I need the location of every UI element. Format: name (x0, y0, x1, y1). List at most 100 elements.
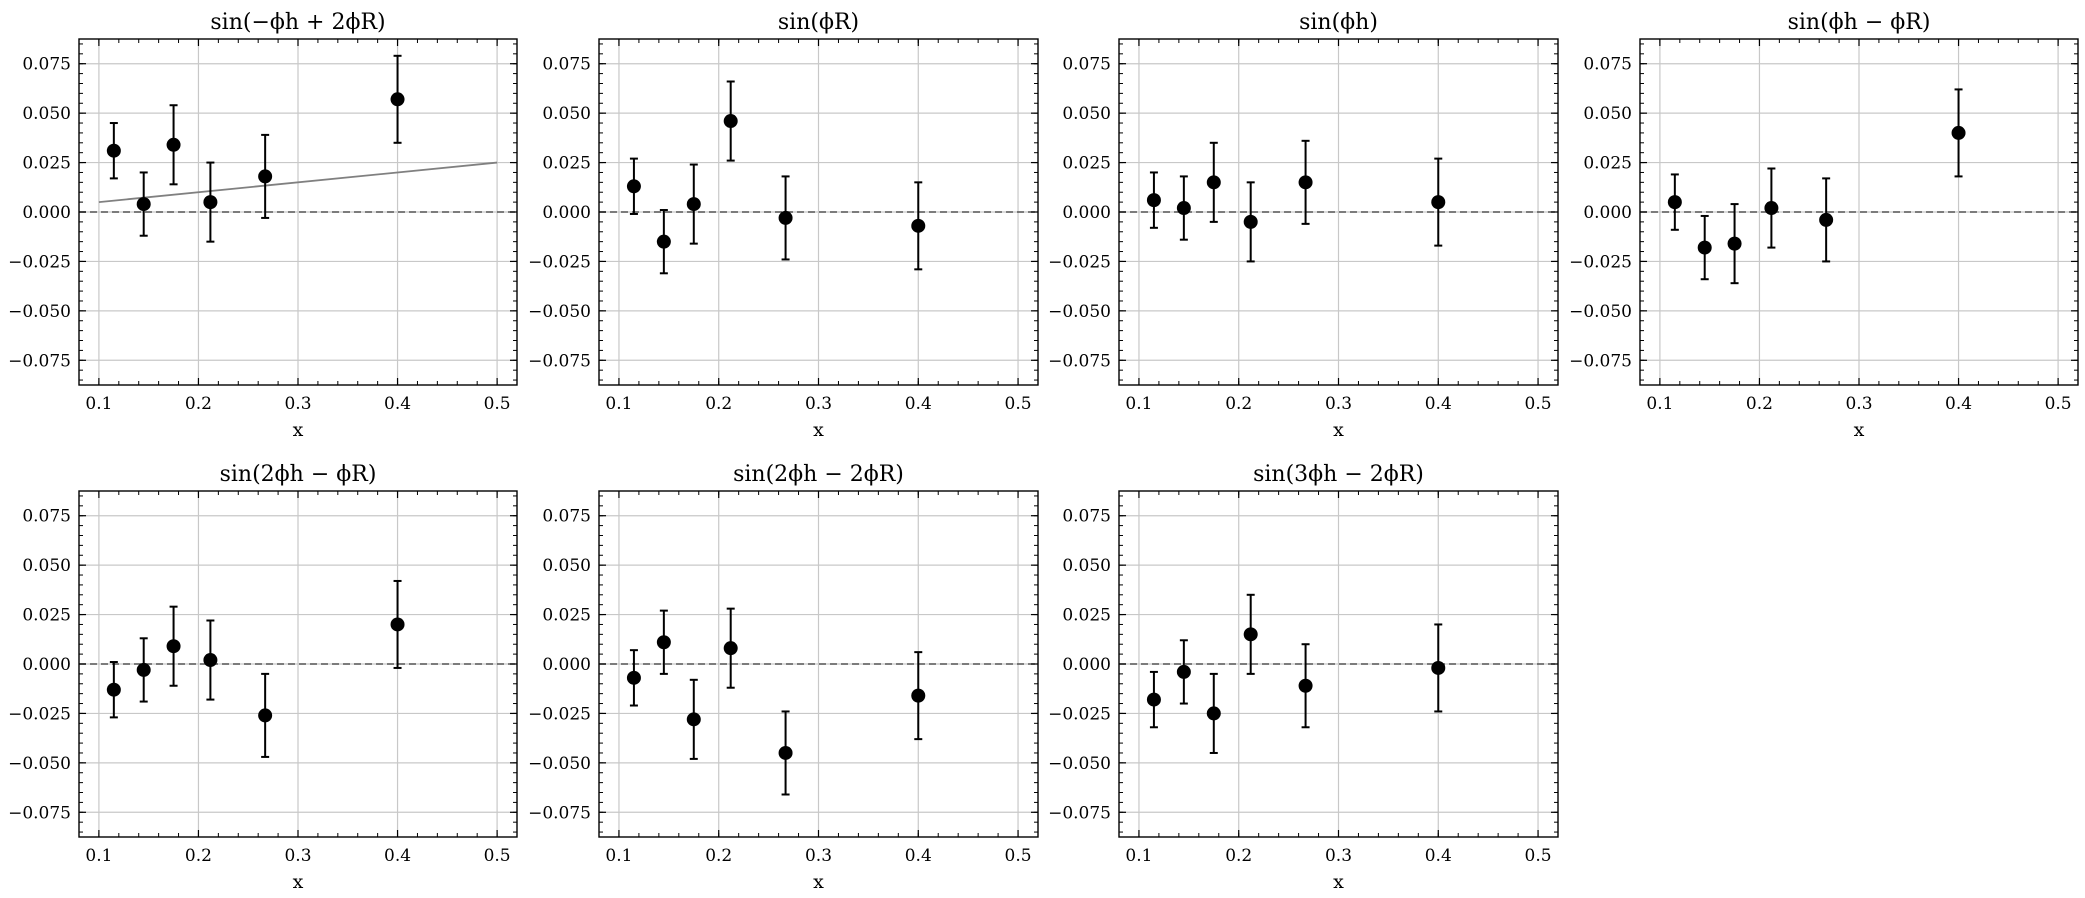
x-tick-label: 0.2 (1746, 394, 1773, 414)
x-tick-label: 0.3 (805, 846, 832, 866)
data-point (723, 114, 738, 129)
chart-panel-1: 0.1 0.2 0.3 0.4 0.5 0.075 0.050 0.025 0.000 −0.02… (8, 10, 518, 441)
y-tick-label: −0.025 (1569, 252, 1632, 272)
data-point (136, 197, 151, 212)
y-tick-label: −0.025 (528, 252, 591, 272)
data-point (1431, 660, 1446, 675)
panel-title: sin(ϕR) (778, 10, 859, 35)
y-tick-label: 0.025 (542, 606, 591, 626)
data-point (1146, 193, 1161, 208)
x-tick-label: 0.3 (1325, 394, 1352, 414)
data-point (686, 712, 701, 727)
x-tick-label: 0.4 (384, 846, 411, 866)
x-tick-label: 0.1 (605, 394, 632, 414)
x-tick-label: 0.4 (905, 394, 932, 414)
x-tick-label: 0.5 (1005, 846, 1032, 866)
data-point (1667, 195, 1682, 210)
y-tick-label: 0.025 (1062, 154, 1111, 174)
y-tick-label: 0.075 (22, 55, 71, 75)
y-tick-label: 0.025 (22, 154, 71, 174)
y-tick-label: 0.025 (542, 154, 591, 174)
x-tick-label: 0.5 (1525, 394, 1552, 414)
data-point (778, 210, 793, 225)
y-tick-label: 0.025 (1062, 606, 1111, 626)
x-tick-label: 0.3 (284, 846, 311, 866)
y-tick-label: −0.025 (1048, 704, 1111, 724)
x-axis-label: x (813, 871, 824, 893)
data-point (1176, 664, 1191, 679)
y-tick-label: 0.075 (22, 507, 71, 527)
x-axis-label: x (293, 871, 304, 893)
chart-panel-6: 0.1 0.2 0.3 0.4 0.5 0.075 0.050 0.025 0.000 −0.02… (528, 462, 1039, 893)
y-tick-label: 0.025 (1583, 154, 1632, 174)
x-axis-label: x (813, 419, 824, 441)
y-tick-label: −0.050 (528, 754, 591, 774)
y-tick-label: 0.075 (1062, 55, 1111, 75)
y-tick-label: −0.075 (1048, 803, 1111, 823)
data-point (390, 617, 405, 632)
data-point (1206, 706, 1221, 721)
y-tick-label: 0.050 (1062, 104, 1111, 124)
y-tick-label: 0.075 (1583, 55, 1632, 75)
y-tick-label: −0.075 (1569, 351, 1632, 371)
x-tick-label: 0.5 (1005, 394, 1032, 414)
chart-panel-4: 0.1 0.2 0.3 0.4 0.5 0.075 0.050 0.025 0.000 −0.02… (1569, 10, 2079, 441)
x-tick-label: 0.5 (484, 394, 511, 414)
data-point (656, 234, 671, 249)
data-point (656, 635, 671, 650)
x-axis-label: x (1333, 871, 1344, 893)
data-point (626, 670, 641, 685)
y-tick-label: 0.050 (542, 104, 591, 124)
data-point (1298, 175, 1313, 190)
x-axis-label: x (1333, 419, 1344, 441)
y-tick-label: 0.050 (22, 556, 71, 576)
data-point (686, 197, 701, 212)
chart-panel-2: 0.1 0.2 0.3 0.4 0.5 0.075 0.050 0.025 0.000 −0.02… (528, 10, 1039, 441)
x-tick-label: 0.1 (1125, 846, 1152, 866)
x-tick-label: 0.2 (705, 846, 732, 866)
y-tick-label: −0.050 (1048, 302, 1111, 322)
x-tick-label: 0.2 (185, 394, 212, 414)
y-tick-label: 0.000 (542, 203, 591, 223)
panel-title: sin(ϕh − ϕR) (1788, 10, 1931, 35)
x-tick-label: 0.3 (805, 394, 832, 414)
y-tick-label: 0.000 (1062, 655, 1111, 675)
x-tick-label: 0.4 (905, 846, 932, 866)
x-tick-label: 0.1 (85, 394, 112, 414)
x-axis-label: x (1854, 419, 1865, 441)
x-tick-label: 0.3 (1325, 846, 1352, 866)
data-point (723, 641, 738, 656)
data-point (106, 143, 121, 158)
x-tick-label: 0.2 (1225, 846, 1252, 866)
x-tick-label: 0.4 (1425, 394, 1452, 414)
data-point (1431, 195, 1446, 210)
data-point (1243, 214, 1258, 229)
data-point (203, 195, 218, 210)
panels: 0.1 0.2 0.3 0.4 0.5 0.075 0.050 0.025 0.000 −0.02… (8, 10, 2079, 893)
x-tick-label: 0.4 (1945, 394, 1972, 414)
chart-panel-5: 0.1 0.2 0.3 0.4 0.5 0.075 0.050 0.025 0.000 −0.02… (8, 462, 518, 893)
data-point (1176, 201, 1191, 216)
data-point (166, 639, 181, 654)
fit-line (98, 161, 498, 204)
y-tick-label: 0.050 (22, 104, 71, 124)
y-tick-label: −0.025 (1048, 252, 1111, 272)
data-point (1951, 125, 1966, 140)
x-tick-label: 0.2 (705, 394, 732, 414)
panel-title: sin(2ϕh − ϕR) (220, 462, 377, 487)
data-point (911, 688, 926, 703)
y-tick-label: −0.075 (528, 803, 591, 823)
y-tick-label: −0.025 (8, 252, 71, 272)
y-tick-label: −0.075 (528, 351, 591, 371)
y-tick-label: 0.000 (22, 203, 71, 223)
x-tick-label: 0.5 (484, 846, 511, 866)
data-point (778, 745, 793, 760)
y-tick-label: −0.050 (8, 754, 71, 774)
y-tick-label: 0.050 (1062, 556, 1111, 576)
data-point (203, 653, 218, 668)
y-tick-label: −0.075 (8, 803, 71, 823)
y-tick-label: 0.075 (542, 507, 591, 527)
data-point (1727, 236, 1742, 251)
y-tick-label: −0.050 (528, 302, 591, 322)
y-tick-label: 0.075 (1062, 507, 1111, 527)
